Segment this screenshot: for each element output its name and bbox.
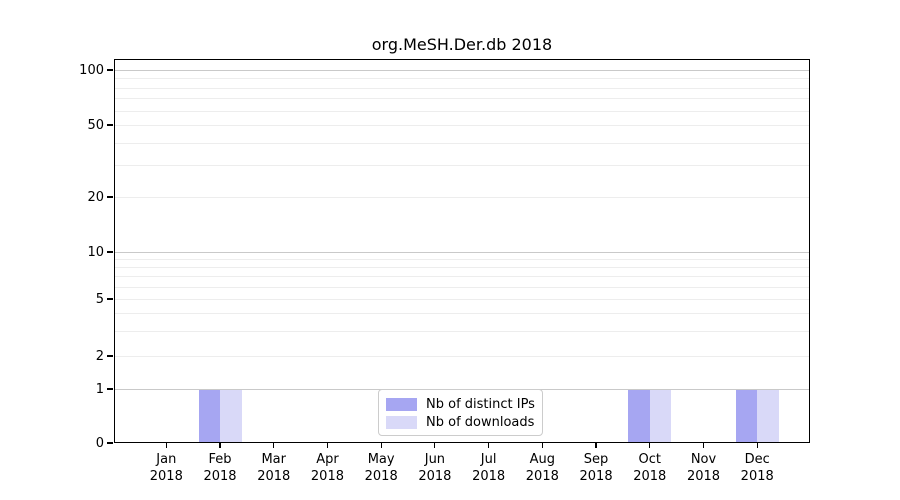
x-tick-label: Jan 2018	[149, 452, 183, 484]
legend-swatch-distinct-ips	[386, 397, 417, 411]
y-tick-label: 2	[95, 348, 104, 364]
x-tick-label: Oct 2018	[633, 452, 667, 484]
legend-label-downloads: Nb of downloads	[426, 414, 535, 430]
minor-gridline	[114, 330, 810, 332]
major-gridline	[114, 125, 810, 126]
plot-area	[114, 59, 810, 443]
x-tick-mark	[326, 443, 329, 448]
x-tick-mark	[541, 443, 543, 448]
chart-title: org.MeSH.Der.db 2018	[371, 35, 553, 54]
legend: Nb of distinct IPs Nb of downloads	[378, 389, 543, 436]
y-tick-mark	[107, 298, 113, 300]
minor-gridline	[114, 165, 810, 167]
y-tick-mark	[107, 388, 113, 390]
x-tick-mark	[488, 443, 490, 448]
bar-downloads	[757, 389, 779, 443]
minor-gridline	[114, 98, 810, 100]
y-tick-mark	[107, 251, 113, 253]
x-tick-mark	[595, 443, 597, 448]
y-tick-label: 50	[87, 117, 104, 133]
x-tick-label: Mar 2018	[257, 452, 291, 484]
major-gridline	[114, 356, 810, 357]
x-tick-mark	[756, 443, 758, 448]
x-tick-mark	[702, 443, 705, 448]
x-tick-mark	[434, 443, 436, 448]
major-gridline	[114, 252, 810, 253]
bar-downloads	[649, 389, 672, 443]
y-tick-mark	[107, 196, 113, 198]
minor-gridline	[114, 259, 810, 261]
minor-gridline	[114, 110, 810, 112]
minor-gridline	[114, 276, 810, 278]
legend-label-distinct-ips: Nb of distinct IPs	[426, 396, 535, 412]
x-tick-mark	[165, 443, 167, 448]
bar-distinct-ips	[735, 389, 758, 443]
x-tick-mark	[649, 443, 651, 448]
major-gridline	[114, 70, 810, 71]
x-tick-label: May 2018	[364, 452, 398, 484]
major-gridline	[114, 299, 810, 300]
y-tick-label: 100	[79, 62, 104, 78]
bar-distinct-ips	[628, 389, 650, 443]
x-tick-mark	[380, 443, 382, 448]
legend-item-distinct-ips: Nb of distinct IPs	[386, 396, 535, 412]
y-tick-mark	[107, 355, 113, 357]
minor-gridline	[114, 78, 810, 80]
major-gridline	[114, 197, 810, 198]
x-tick-label: Jul 2018	[472, 452, 506, 484]
x-tick-mark	[219, 443, 221, 448]
y-tick-label: 1	[95, 381, 104, 397]
legend-swatch-downloads	[386, 415, 417, 429]
y-tick-mark	[107, 69, 113, 71]
y-tick-mark	[107, 442, 113, 444]
x-tick-label: Apr 2018	[310, 452, 344, 484]
minor-gridline	[114, 267, 810, 269]
x-tick-label: Nov 2018	[686, 452, 721, 484]
bar-downloads	[220, 389, 242, 443]
y-tick-label: 5	[95, 291, 104, 307]
y-tick-mark	[107, 124, 113, 126]
x-tick-label: Aug 2018	[525, 452, 559, 484]
minor-gridline	[114, 312, 810, 314]
minor-gridline	[114, 142, 810, 144]
x-tick-label: Feb 2018	[203, 452, 237, 484]
x-tick-mark	[273, 443, 275, 448]
bar-distinct-ips	[198, 389, 221, 443]
minor-gridline	[114, 87, 810, 89]
minor-gridline	[114, 286, 810, 288]
y-tick-label: 20	[87, 189, 104, 205]
x-tick-label: Jun 2018	[418, 452, 452, 484]
x-tick-label: Sep 2018	[579, 452, 613, 484]
legend-item-downloads: Nb of downloads	[386, 414, 534, 430]
x-tick-label: Dec 2018	[740, 452, 774, 484]
y-tick-label: 0	[95, 435, 104, 451]
y-tick-label: 10	[87, 244, 104, 260]
